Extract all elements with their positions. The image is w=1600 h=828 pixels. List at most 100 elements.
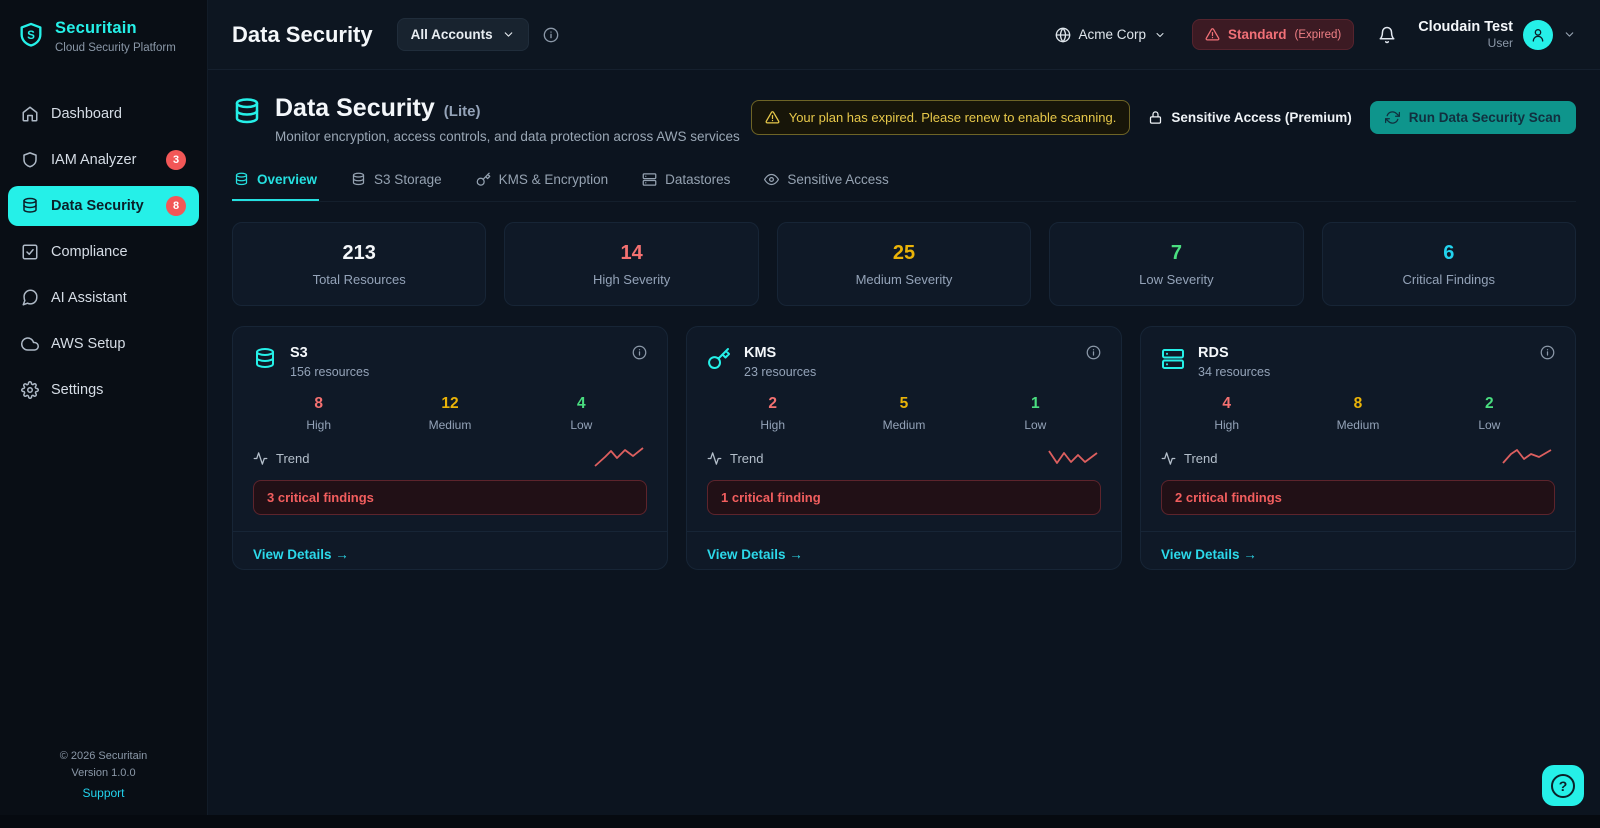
tab-kms-encryption[interactable]: KMS & Encryption bbox=[474, 168, 611, 201]
tab-label: S3 Storage bbox=[374, 172, 442, 187]
copyright-text: © 2026 Securitain bbox=[59, 750, 148, 762]
service-stat-low: 1 Low bbox=[970, 395, 1101, 432]
sidebar-item-data-security[interactable]: Data Security 8 bbox=[8, 186, 199, 226]
sidebar-item-compliance[interactable]: Compliance bbox=[8, 232, 199, 272]
brand-tagline: Cloud Security Platform bbox=[55, 42, 176, 54]
service-stat-high: 4 High bbox=[1161, 395, 1292, 432]
stat-value: 8 bbox=[314, 395, 323, 412]
stat-label: Medium bbox=[882, 418, 926, 432]
top-header: Data Security All Accounts Acme Corp Sta… bbox=[208, 0, 1600, 70]
sidebar-nav: Dashboard IAM Analyzer 3 Data Security 8… bbox=[0, 94, 207, 410]
info-icon[interactable] bbox=[632, 345, 647, 360]
run-scan-button[interactable]: Run Data Security Scan bbox=[1369, 101, 1576, 134]
chat-bubble-icon bbox=[21, 289, 39, 307]
service-card-s3: S3 156 resources 8 High 12 Medium 4 Low bbox=[232, 326, 668, 570]
view-details-link[interactable]: View Details → bbox=[1161, 547, 1257, 562]
service-stat-medium: 8 Medium bbox=[1292, 395, 1423, 432]
key-icon bbox=[476, 172, 491, 187]
topbar-right: Acme Corp Standard (Expired) Cloudain Te… bbox=[1055, 18, 1577, 51]
tab-s3-storage[interactable]: S3 Storage bbox=[349, 168, 444, 201]
critical-findings-alert: 1 critical finding bbox=[707, 480, 1101, 515]
svg-text:S: S bbox=[27, 29, 35, 42]
key-icon bbox=[707, 347, 731, 371]
stat-label: Low bbox=[570, 418, 593, 432]
database-icon bbox=[232, 97, 262, 144]
stat-value: 4 bbox=[1222, 395, 1231, 412]
view-details-link[interactable]: View Details → bbox=[707, 547, 803, 562]
stat-medium-severity: 25 Medium Severity bbox=[776, 222, 1032, 306]
view-details-link[interactable]: View Details → bbox=[253, 547, 349, 562]
avatar[interactable] bbox=[1523, 19, 1553, 50]
stat-value: 2 bbox=[768, 395, 777, 412]
sidebar-item-ai-assistant[interactable]: AI Assistant bbox=[8, 278, 199, 318]
trend-label: Trend bbox=[276, 450, 310, 466]
stat-value: 14 bbox=[620, 241, 643, 264]
sidebar-item-dashboard[interactable]: Dashboard bbox=[8, 94, 199, 134]
warning-triangle-icon bbox=[1205, 27, 1220, 42]
plan-expired-badge[interactable]: Standard (Expired) bbox=[1192, 19, 1355, 50]
stat-value: 6 bbox=[1443, 241, 1455, 264]
brand-block: S Securitain Cloud Security Platform bbox=[0, 0, 207, 54]
sidebar-item-aws-setup[interactable]: AWS Setup bbox=[8, 324, 199, 364]
sidebar: S Securitain Cloud Security Platform Das… bbox=[0, 0, 208, 828]
warning-triangle-icon bbox=[765, 110, 780, 125]
person-icon bbox=[1532, 28, 1544, 42]
stat-low-severity: 7 Low Severity bbox=[1049, 222, 1304, 306]
server-icon bbox=[642, 172, 657, 187]
banner-text: Your plan has expired. Please renew to e… bbox=[788, 110, 1117, 125]
brand-name: Securitain bbox=[55, 19, 137, 37]
stat-value: 2 bbox=[1485, 395, 1494, 412]
database-icon bbox=[21, 197, 39, 215]
help-button[interactable]: ? bbox=[1542, 765, 1584, 806]
home-icon bbox=[21, 105, 39, 123]
sidebar-item-iam-analyzer[interactable]: IAM Analyzer 3 bbox=[8, 140, 199, 180]
divider bbox=[1141, 531, 1575, 532]
sidebar-item-label: AI Assistant bbox=[51, 290, 127, 306]
stat-value: 213 bbox=[342, 241, 376, 264]
database-icon bbox=[253, 347, 277, 371]
cloud-icon bbox=[21, 335, 39, 353]
notifications-bell-icon[interactable] bbox=[1378, 26, 1396, 44]
account-selector[interactable]: All Accounts bbox=[396, 18, 529, 51]
tab-bar: Overview S3 Storage KMS & Encryption Dat… bbox=[232, 168, 1576, 202]
info-icon[interactable] bbox=[543, 27, 559, 43]
org-selector[interactable]: Acme Corp bbox=[1055, 27, 1167, 43]
service-name: RDS bbox=[1198, 345, 1229, 361]
support-link[interactable]: Support bbox=[82, 786, 125, 800]
user-menu-chevron-icon[interactable] bbox=[1563, 28, 1576, 41]
trend-row: Trend bbox=[253, 446, 647, 470]
user-name: Cloudain Test bbox=[1418, 18, 1513, 35]
tab-label: KMS & Encryption bbox=[498, 172, 609, 187]
sidebar-item-label: Data Security bbox=[51, 198, 144, 214]
info-icon[interactable] bbox=[1540, 345, 1555, 360]
stat-label: Low Severity bbox=[1139, 271, 1214, 287]
service-card-rds: RDS 34 resources 4 High 8 Medium 2 Low bbox=[1140, 326, 1576, 570]
chevron-down-icon bbox=[502, 28, 515, 41]
stat-value: 12 bbox=[441, 395, 459, 412]
trend-label: Trend bbox=[730, 450, 764, 466]
info-icon[interactable] bbox=[1086, 345, 1101, 360]
stat-label: High Severity bbox=[592, 271, 671, 287]
database-icon bbox=[351, 172, 366, 187]
database-icon bbox=[234, 172, 249, 187]
tab-label: Datastores bbox=[665, 172, 731, 187]
stat-label: Low bbox=[1478, 418, 1501, 432]
shield-logo-icon: S bbox=[17, 21, 45, 49]
stat-label: Critical Findings bbox=[1402, 271, 1496, 287]
trend-sparkline bbox=[1048, 450, 1098, 464]
stat-label: Low bbox=[1024, 418, 1047, 432]
tab-overview[interactable]: Overview bbox=[232, 168, 320, 201]
service-cards: S3 156 resources 8 High 12 Medium 4 Low bbox=[232, 326, 1576, 570]
critical-findings-alert: 3 critical findings bbox=[253, 480, 647, 515]
tab-datastores[interactable]: Datastores bbox=[640, 168, 732, 201]
service-resources: 23 resources bbox=[744, 365, 817, 379]
stat-label: High bbox=[1214, 418, 1239, 432]
sidebar-item-label: Settings bbox=[51, 382, 104, 398]
service-resources: 34 resources bbox=[1198, 365, 1271, 379]
sidebar-footer: © 2026 Securitain Version 1.0.0 Support bbox=[0, 748, 207, 802]
trend-sparkline bbox=[594, 447, 644, 467]
tab-sensitive-access[interactable]: Sensitive Access bbox=[762, 168, 890, 201]
sidebar-item-settings[interactable]: Settings bbox=[8, 370, 199, 410]
service-stat-medium: 12 Medium bbox=[384, 395, 515, 432]
plan-name: Standard bbox=[1228, 27, 1287, 42]
